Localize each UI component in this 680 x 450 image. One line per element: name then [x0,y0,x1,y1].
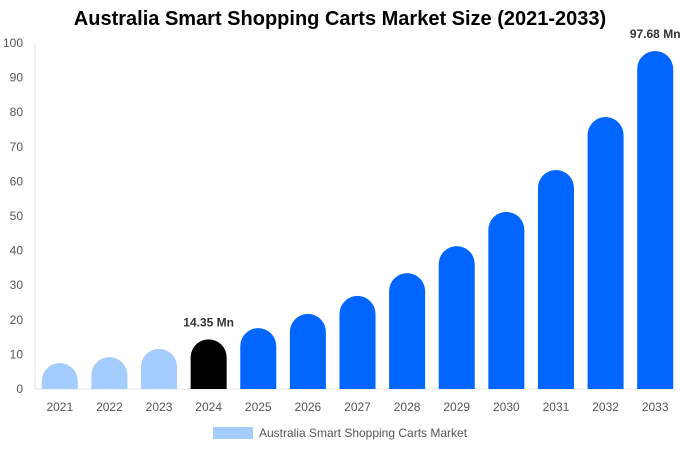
bar-2027 [339,295,376,389]
data-label-2033: 97.68 Mn [630,27,680,41]
legend-swatch [212,427,253,439]
y-tick-label: 0 [16,382,23,396]
legend: Australia Smart Shopping Carts Market [0,426,680,440]
x-tick-label: 2030 [493,400,520,414]
y-tick-label: 60 [10,174,24,188]
bar-2025 [240,328,277,389]
x-tick-label: 2027 [344,400,371,414]
bar-2031 [537,169,574,389]
x-tick-label: 2031 [543,400,570,414]
y-tick-label: 20 [10,313,24,327]
x-tick-label: 2028 [394,400,421,414]
bar-2029 [438,246,475,389]
y-tick-label: 40 [10,244,24,258]
x-tick-label: 2032 [592,400,619,414]
bar-2033 [637,51,674,390]
y-tick-label: 70 [10,140,24,154]
y-tick-label: 80 [10,105,24,119]
bar-2023 [141,348,178,389]
x-tick-label: 2023 [146,400,173,414]
bar-2030 [488,211,525,389]
x-tick-label: 2022 [96,400,123,414]
x-tick-label: 2025 [245,400,272,414]
bar-2021 [41,363,78,389]
bar-2022 [91,357,128,389]
y-tick-label: 100 [3,36,23,50]
y-tick-label: 50 [10,209,24,223]
x-tick-label: 2029 [443,400,470,414]
bar-2028 [389,273,426,389]
bar-2032 [587,117,624,389]
data-label-2024: 14.35 Mn [183,315,234,329]
x-tick-label: 2021 [46,400,73,414]
legend-label: Australia Smart Shopping Carts Market [258,426,468,440]
bar-2026 [289,313,326,389]
x-tick-label: 2033 [642,400,669,414]
y-tick-label: 90 [10,71,24,85]
chart-title: Australia Smart Shopping Carts Market Si… [73,8,607,30]
x-tick-label: 2026 [295,400,322,414]
y-tick-label: 30 [10,278,24,292]
bar-2024 [190,339,227,389]
y-tick-label: 10 [10,347,24,361]
x-tick-label: 2024 [195,400,222,414]
